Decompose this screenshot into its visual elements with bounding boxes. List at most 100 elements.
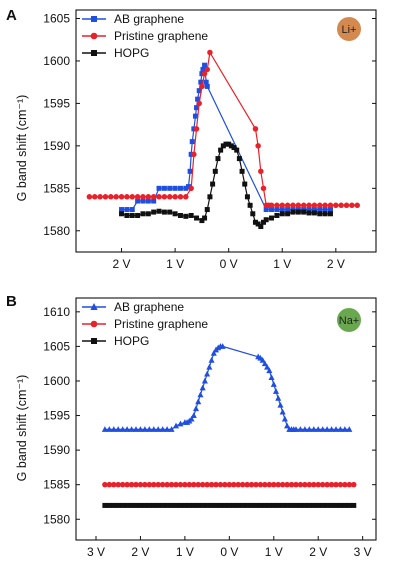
data-point: [151, 209, 157, 215]
data-point: [177, 212, 183, 218]
data-point: [342, 481, 348, 488]
data-point: [210, 350, 217, 356]
legend-label: AB graphene: [114, 12, 184, 26]
data-point: [172, 211, 178, 217]
legend: AB graphene Pristine graphene HOPG: [82, 300, 208, 348]
data-point: [259, 356, 266, 363]
data-point: [262, 502, 268, 508]
y-tick-label: 1595: [43, 409, 70, 423]
data-point: [140, 198, 146, 204]
data-point: [311, 210, 317, 216]
data-point: [186, 502, 192, 508]
data-point: [200, 502, 206, 508]
data-point: [124, 194, 130, 200]
data-point: [244, 194, 250, 200]
panel-a-ion-badge: Li+: [337, 17, 361, 41]
data-point: [306, 502, 312, 508]
data-point: [191, 481, 197, 488]
legend-label: Pristine graphene: [114, 29, 208, 43]
x-tick-label: 2 V: [131, 545, 149, 559]
data-point: [284, 202, 291, 209]
data-point: [183, 185, 189, 191]
data-point: [266, 481, 273, 488]
series-pristine-graphene: [86, 49, 360, 209]
data-point: [333, 481, 339, 488]
data-point: [215, 156, 221, 162]
data-point: [324, 502, 330, 508]
x-tick-label: 0 V: [220, 545, 238, 559]
data-point: [124, 502, 130, 508]
data-point: [354, 202, 360, 209]
data-point: [164, 426, 171, 432]
data-point: [156, 185, 162, 191]
panel-a: A G band shift (cm⁻¹) 1580 1585 1590 1595 16…: [6, 7, 377, 271]
data-point: [252, 219, 258, 225]
data-point: [311, 481, 317, 488]
data-point: [271, 502, 277, 508]
y-tick-label: 1590: [43, 139, 70, 153]
y-tick-label: 1590: [43, 443, 70, 457]
data-point: [188, 212, 194, 218]
data-point: [188, 185, 194, 192]
data-point: [177, 502, 183, 508]
panel-b-letter: B: [6, 293, 17, 310]
data-point: [277, 401, 284, 408]
data-point: [244, 481, 250, 488]
data-point: [295, 209, 301, 215]
series-ab-graphene: [119, 62, 333, 213]
data-point: [349, 202, 355, 209]
data-point: [187, 168, 193, 174]
data-point: [239, 168, 245, 174]
data-point: [235, 502, 241, 508]
data-point: [209, 502, 215, 508]
data-point: [337, 502, 343, 508]
data-point: [290, 202, 296, 209]
x-tick-label: 3 V: [354, 545, 372, 559]
data-point: [248, 481, 255, 488]
data-point: [140, 194, 146, 200]
panel-b-y-axis-label: G band shift (cm⁻¹): [15, 375, 29, 482]
data-point: [257, 481, 264, 488]
data-point: [115, 426, 122, 432]
data-point: [204, 83, 210, 89]
data-point: [190, 412, 197, 419]
data-point: [275, 502, 281, 508]
data-point: [128, 481, 135, 488]
data-point: [86, 194, 93, 200]
data-point: [317, 202, 323, 209]
data-point: [311, 502, 317, 508]
legend-label: HOPG: [114, 334, 149, 348]
data-point: [137, 502, 143, 508]
data-point: [244, 502, 250, 508]
y-tick-label: 1585: [43, 181, 70, 195]
data-point: [102, 194, 109, 200]
data-point: [164, 481, 170, 488]
data-point: [322, 211, 328, 217]
data-point: [186, 481, 193, 488]
data-point: [111, 481, 117, 488]
x-tick-label: 1 V: [166, 257, 184, 271]
data-point: [202, 215, 208, 221]
data-point: [302, 481, 308, 488]
data-point: [218, 147, 224, 153]
data-point: [201, 377, 208, 384]
data-point: [249, 502, 255, 508]
data-point: [271, 481, 277, 488]
data-point: [155, 502, 161, 508]
data-point: [124, 212, 130, 218]
data-point: [222, 502, 228, 508]
data-point: [204, 207, 210, 213]
data-point: [168, 426, 175, 432]
data-point: [199, 384, 206, 391]
data-point: [195, 481, 201, 488]
data-point: [284, 422, 291, 429]
data-point: [270, 381, 277, 387]
data-point: [346, 502, 352, 508]
data-point: [194, 105, 200, 111]
li-ion-badge-label: Li+: [342, 24, 357, 36]
data-point: [223, 141, 229, 147]
data-point: [140, 211, 146, 217]
na-ion-badge-label: Na+: [339, 315, 360, 327]
data-point: [133, 502, 139, 508]
data-point: [266, 502, 272, 508]
